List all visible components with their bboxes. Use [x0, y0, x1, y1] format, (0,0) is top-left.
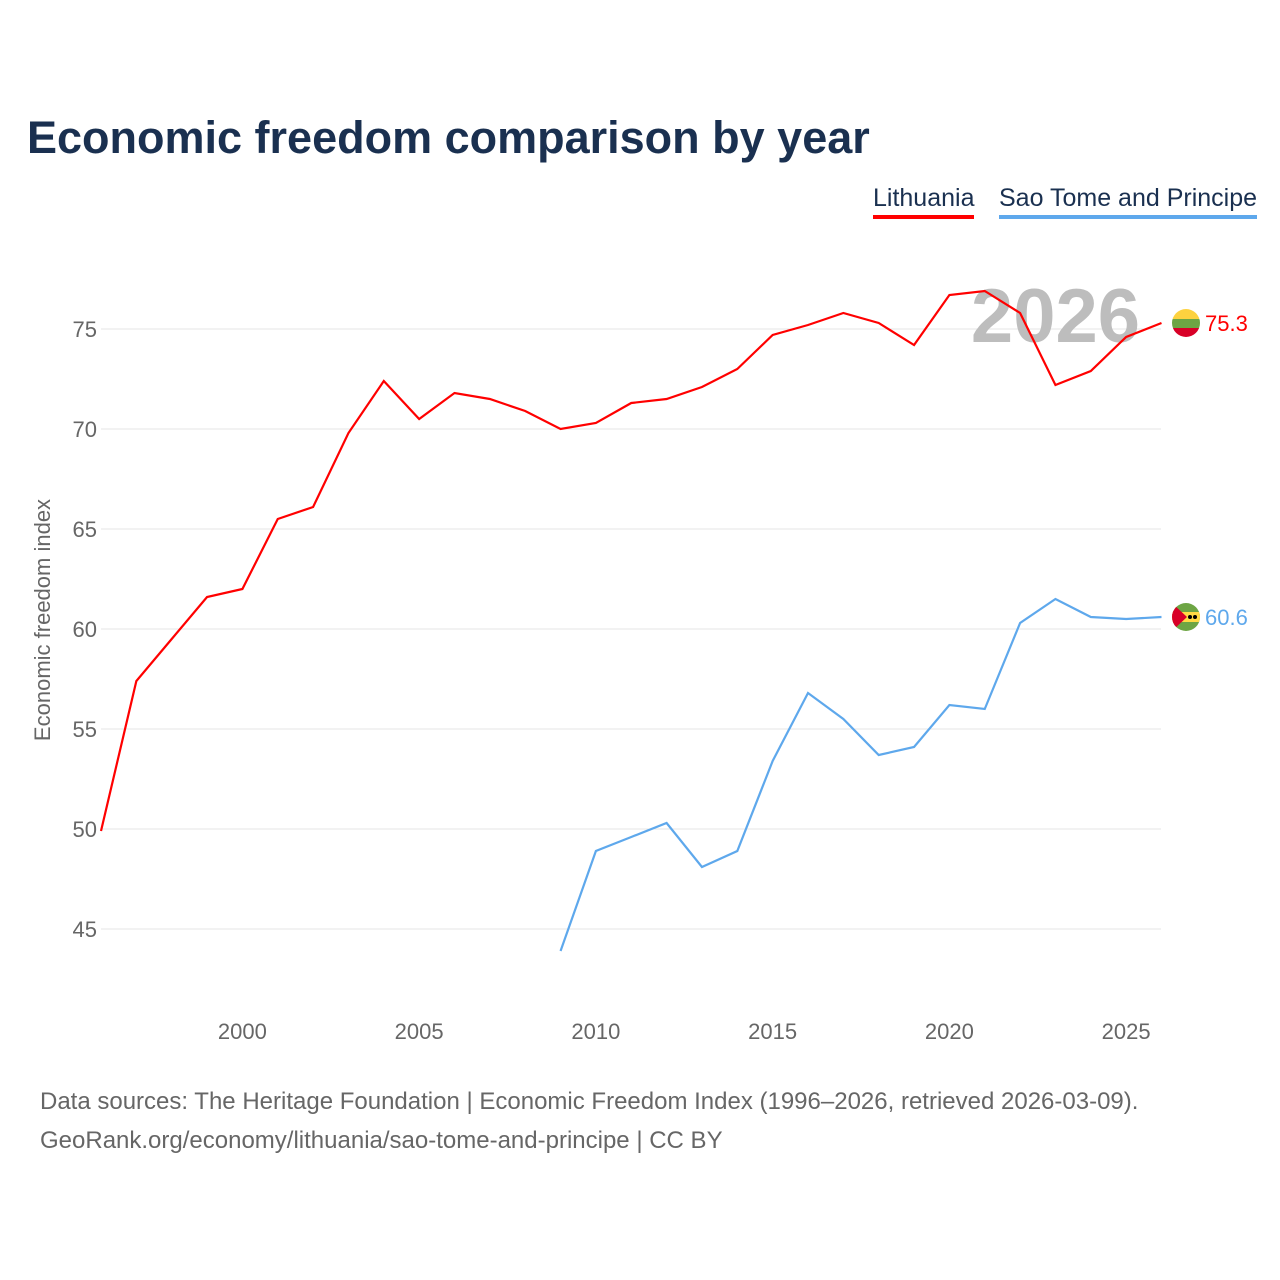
y-tick-label: 60: [73, 617, 97, 642]
data-point: [877, 753, 881, 757]
y-tick-label: 70: [73, 417, 97, 442]
data-point: [665, 397, 669, 401]
end-value-label: 75.3: [1205, 311, 1248, 336]
data-point: [453, 391, 457, 395]
data-point: [665, 821, 669, 825]
y-tick-label: 45: [73, 917, 97, 942]
data-point: [559, 427, 563, 431]
x-tick-label: 2015: [748, 1019, 797, 1044]
data-point: [1089, 615, 1093, 619]
data-point: [947, 293, 951, 297]
data-point: [841, 717, 845, 721]
data-point: [735, 849, 739, 853]
data-point: [983, 707, 987, 711]
data-point: [1089, 369, 1093, 373]
data-point: [841, 311, 845, 315]
chart-title: Economic freedom comparison by year: [27, 112, 870, 163]
x-tick-label: 2000: [218, 1019, 267, 1044]
data-point: [700, 385, 704, 389]
x-tick-label: 2025: [1102, 1019, 1151, 1044]
data-point: [594, 849, 598, 853]
data-point: [983, 289, 987, 293]
data-point: [1124, 617, 1128, 621]
end-value-label: 60.6: [1205, 605, 1248, 630]
data-point: [346, 431, 350, 435]
data-point: [488, 397, 492, 401]
x-tick-label: 2005: [395, 1019, 444, 1044]
data-point: [1018, 311, 1022, 315]
data-point: [276, 517, 280, 521]
data-point: [170, 637, 174, 641]
data-point: [1124, 335, 1128, 339]
source-url: GeoRank.org/economy/lithuania/sao-tome-a…: [40, 1127, 723, 1154]
data-point: [559, 949, 563, 953]
y-tick-label: 75: [73, 317, 97, 342]
data-point: [99, 829, 103, 833]
data-point: [629, 401, 633, 405]
data-point: [417, 417, 421, 421]
x-tick-label: 2010: [571, 1019, 620, 1044]
data-point: [806, 691, 810, 695]
data-point: [1018, 621, 1022, 625]
series-line-sao-tome: [559, 597, 1162, 952]
data-point: [134, 679, 138, 683]
data-point: [240, 587, 244, 591]
year-watermark: 2026: [971, 274, 1140, 359]
data-point: [877, 321, 881, 325]
series-line-lithuania: [99, 289, 1162, 832]
legend-item-lithuania[interactable]: Lithuania: [873, 184, 975, 219]
data-point: [700, 865, 704, 869]
data-point: [947, 703, 951, 707]
data-point: [629, 835, 633, 839]
data-point: [912, 343, 916, 347]
data-point: [382, 379, 386, 383]
y-tick-label: 65: [73, 517, 97, 542]
data-point: [1160, 615, 1164, 619]
data-point: [205, 595, 209, 599]
sao-tome-flag-icon: [1172, 603, 1200, 631]
data-point: [1160, 321, 1164, 325]
data-point: [912, 745, 916, 749]
y-tick-label: 50: [73, 817, 97, 842]
y-axis-label: Economic freedom index: [30, 499, 55, 741]
data-point: [1053, 383, 1057, 387]
data-point: [311, 505, 315, 509]
x-tick-label: 2020: [925, 1019, 974, 1044]
data-point: [771, 333, 775, 337]
source-note: Data sources: The Heritage Foundation | …: [40, 1088, 1139, 1115]
data-point: [594, 421, 598, 425]
data-point: [523, 409, 527, 413]
data-point: [1053, 597, 1057, 601]
legend-item-sao-tome[interactable]: Sao Tome and Principe: [999, 184, 1258, 219]
data-point: [771, 759, 775, 763]
y-tick-label: 55: [73, 717, 97, 742]
data-point: [806, 323, 810, 327]
lithuania-flag-icon: [1172, 309, 1200, 337]
data-point: [735, 367, 739, 371]
